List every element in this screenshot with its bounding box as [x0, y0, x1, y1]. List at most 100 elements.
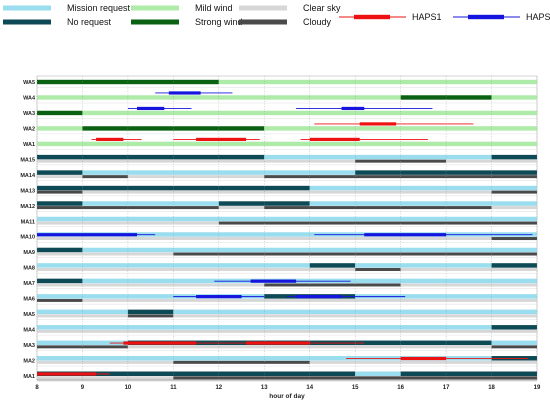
x-tick-label-19: 19 [534, 385, 541, 391]
mission-bar-ma12-0 [37, 201, 83, 206]
sky-bar-ma1-1 [173, 376, 537, 380]
mission-bar-ma15-2 [491, 154, 537, 160]
row-label-ma6: MA6 [23, 297, 35, 303]
sky-bar-ma5-0 [37, 314, 128, 318]
row-label-ma11: MA11 [21, 219, 35, 225]
mission-bar-ma7-0 [37, 278, 83, 284]
row-label-wa5: WA5 [23, 80, 35, 86]
sky-bar-ma7-2 [400, 283, 537, 287]
mission-bar-ma3-2 [491, 340, 537, 346]
sky-bar-ma6-0 [37, 298, 83, 302]
haps2-core-wa3-0 [137, 106, 165, 111]
row-label-wa3: WA3 [23, 111, 35, 117]
sky-bar-ma13-2 [491, 190, 537, 194]
mission-bar-ma8-3 [491, 263, 537, 268]
mission-bar-ma3-0 [37, 340, 128, 346]
x-axis: 8 9 10 11 12 13 14 15 16 17 18 19 [35, 379, 541, 391]
row-label-ma14: MA14 [20, 173, 36, 179]
legend-swatch-mission [3, 5, 51, 11]
wind-bar-wa2-2 [264, 126, 537, 131]
haps1-core-wa1-2 [309, 137, 360, 141]
legend-label-mild: Mild wind [195, 3, 233, 13]
mission-bar-ma8-0 [37, 263, 310, 268]
wind-bar-wa5-1 [218, 79, 537, 85]
wind-bar-wa2-0 [37, 126, 83, 131]
haps2-core-wa3-1 [341, 106, 365, 111]
x-tick-label-13: 13 [261, 385, 268, 391]
wind-bar-wa1-0 [37, 141, 537, 147]
x-tick-label-15: 15 [352, 385, 359, 391]
sky-bar-ma2-1 [173, 360, 310, 364]
mission-bar-ma1-2 [400, 371, 537, 376]
sky-bar-ma14-2 [127, 175, 265, 179]
mission-bar-ma13-0 [37, 185, 310, 191]
wind-bar-wa3-1 [82, 110, 538, 116]
mission-bar-ma9-1 [82, 247, 538, 253]
haps1-core-ma1-0 [37, 372, 97, 376]
row-label-ma4: MA4 [23, 328, 36, 334]
sky-bar-ma12-1 [218, 206, 265, 210]
haps1-core-wa1-0 [96, 137, 124, 141]
row-label-ma2: MA2 [23, 359, 35, 365]
mission-bar-ma14-0 [37, 170, 83, 175]
mission-bar-ma12-3 [309, 201, 537, 206]
wind-bar-wa4-0 [37, 95, 401, 100]
sky-bar-ma12-0 [37, 206, 219, 210]
mission-bar-ma4-1 [491, 325, 537, 330]
legend-label-clear: Clear sky [303, 3, 341, 13]
plot-area [36, 75, 538, 382]
mission-bar-ma4-0 [37, 325, 492, 330]
row-label-ma5: MA5 [23, 312, 35, 318]
row-labels: WA5 WA4 WA3 WA2 WA1 MA15 MA14 MA13 MA12 MA11 MA10 M… [20, 80, 36, 380]
sky-bar-ma9-0 [37, 252, 174, 256]
mission-bar-ma15-1 [264, 154, 492, 160]
row-label-wa2: WA2 [23, 126, 35, 132]
sky-bar-ma7-1 [264, 283, 401, 287]
mission-bar-ma8-2 [355, 263, 492, 268]
wind-bar-wa4-1 [400, 95, 492, 100]
x-tick-label-11: 11 [170, 385, 177, 391]
sky-bar-ma12-2 [264, 206, 492, 210]
sky-bar-ma5-1 [127, 314, 174, 318]
x-tick-label-14: 14 [306, 385, 313, 391]
legend-label-norequest: No request [67, 17, 112, 27]
sky-bar-ma8-2 [400, 267, 537, 271]
legend-swatch-norequest [3, 19, 51, 25]
sky-bar-ma8-0 [37, 267, 356, 271]
sky-bar-ma13-0 [37, 190, 83, 194]
legend-label-strong: Strong wind [195, 17, 243, 27]
haps2-core-ma6-1 [296, 295, 342, 299]
row-label-ma9: MA9 [23, 250, 35, 256]
haps1-core-wa2-0 [359, 122, 397, 126]
mission-bar-ma15-0 [37, 154, 265, 160]
x-tick-label-9: 9 [81, 385, 85, 391]
row-label-ma8: MA8 [23, 266, 35, 272]
legend-swatch-haps1 [354, 14, 390, 20]
row-label-ma7: MA7 [23, 281, 35, 287]
sky-bar-ma6-1 [82, 298, 538, 302]
legend-label-mission: Mission request [67, 3, 131, 13]
sky-bar-ma2-2 [309, 360, 537, 364]
legend-swatch-haps2 [468, 14, 504, 20]
mission-bar-ma8-1 [309, 263, 356, 268]
haps2-core-ma6-0 [196, 295, 242, 299]
wind-bar-wa4-2 [491, 95, 537, 100]
sky-bar-ma1-0 [37, 376, 174, 380]
mission-bar-ma6-0 [37, 294, 265, 299]
sky-bar-ma10-1 [491, 237, 537, 241]
row-label-ma3: MA3 [23, 343, 35, 349]
x-tick-label-17: 17 [443, 385, 450, 391]
row-label-wa1: WA1 [23, 142, 35, 148]
row-label-ma1: MA1 [23, 374, 35, 380]
haps1-core-ma2-0 [400, 356, 447, 361]
haps1-core-wa1-1 [196, 137, 247, 141]
mission-bar-ma1-0 [37, 371, 356, 376]
mission-bar-ma14-1 [82, 170, 356, 175]
row-label-wa4: WA4 [23, 95, 36, 101]
x-axis-label: hour of day [269, 393, 305, 400]
row-label-ma10: MA10 [20, 235, 35, 241]
haps1-core-ma3-0 [123, 341, 197, 345]
sky-bar-ma11-0 [37, 221, 219, 225]
sky-bar-ma7-0 [37, 283, 265, 287]
